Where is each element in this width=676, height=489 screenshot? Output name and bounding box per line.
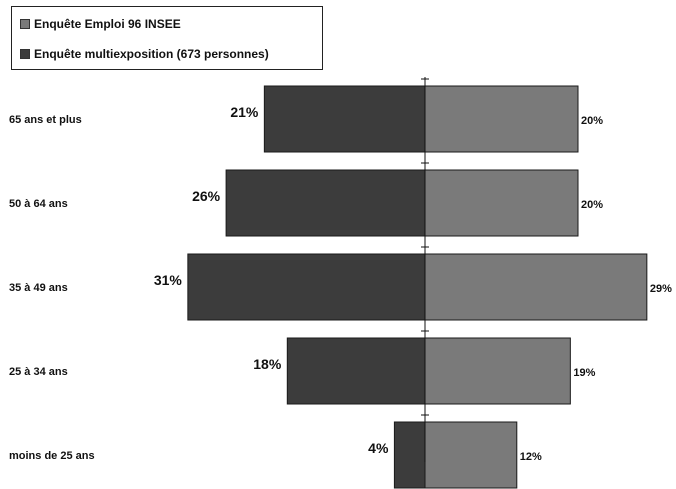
category-label-1: 50 à 64 ans — [9, 198, 68, 210]
bar-right-2 — [424, 253, 648, 321]
bar-left-4 — [393, 421, 426, 489]
legend-item-insee: Enquête Emploi 96 INSEE — [20, 17, 181, 31]
bar-left-1 — [225, 169, 426, 237]
category-label-3: 25 à 34 ans — [9, 366, 68, 378]
value-label-right-0: 20% — [581, 115, 603, 127]
legend-swatch-multiexposition — [20, 49, 30, 59]
bar-right-1 — [424, 169, 579, 237]
value-label-right-2: 29% — [650, 283, 672, 295]
value-label-right-4: 12% — [520, 451, 542, 463]
value-label-right-1: 20% — [581, 199, 603, 211]
legend-label-multiexposition: Enquête multiexposition (673 personnes) — [34, 47, 269, 61]
bar-left-3 — [286, 337, 426, 405]
value-label-left-1: 26% — [192, 188, 221, 204]
category-label-2: 35 à 49 ans — [9, 282, 68, 294]
bar-right-4 — [424, 421, 518, 489]
value-label-right-3: 19% — [573, 367, 595, 379]
value-label-left-0: 21% — [230, 104, 259, 120]
legend-item-multiexposition: Enquête multiexposition (673 personnes) — [20, 47, 269, 61]
bar-left-0 — [263, 85, 426, 153]
value-label-left-3: 18% — [253, 356, 282, 372]
value-label-left-2: 31% — [154, 272, 183, 288]
category-label-0: 65 ans et plus — [9, 114, 82, 126]
bar-left-2 — [187, 253, 426, 321]
chart-legend: Enquête Emploi 96 INSEE Enquête multiexp… — [11, 6, 323, 70]
legend-swatch-insee — [20, 19, 30, 29]
category-label-4: moins de 25 ans — [9, 450, 95, 462]
bar-right-3 — [424, 337, 571, 405]
value-label-left-4: 4% — [368, 440, 389, 456]
legend-label-insee: Enquête Emploi 96 INSEE — [34, 17, 181, 31]
bar-right-0 — [424, 85, 579, 153]
